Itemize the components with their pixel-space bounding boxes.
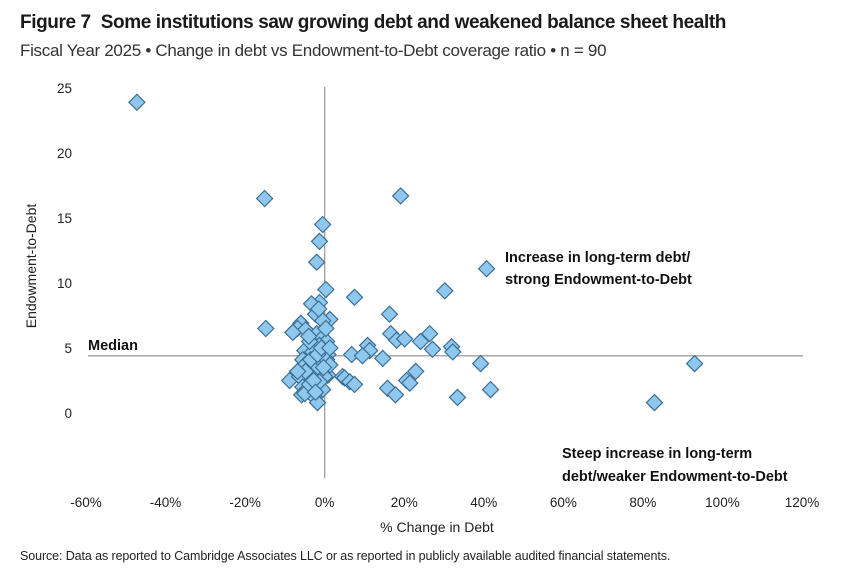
- data-point: [314, 358, 333, 377]
- x-tick-label: 120%: [785, 495, 820, 510]
- data-point: [411, 332, 430, 351]
- data-point: [400, 374, 419, 392]
- x-tick-label: -60%: [70, 495, 102, 510]
- y-axis-label: Endowment-to-Debt: [23, 204, 39, 329]
- data-point: [317, 280, 335, 299]
- data-point: [380, 305, 399, 324]
- data-point: [342, 345, 361, 364]
- data-point: [128, 93, 146, 112]
- data-point: [685, 354, 704, 373]
- x-tick-label: 20%: [391, 495, 418, 510]
- x-tick-label: 80%: [629, 495, 656, 510]
- data-points: [128, 93, 704, 412]
- data-point: [406, 362, 425, 381]
- data-point: [477, 259, 496, 278]
- data-point: [435, 281, 454, 300]
- data-point: [391, 187, 410, 205]
- data-point: [386, 385, 405, 404]
- x-axis-ticks: -60% -40% -20% 0% 20% 40% 60% 80% 100% 120%: [70, 495, 819, 510]
- y-tick-label: 25: [57, 81, 72, 96]
- data-point: [256, 319, 275, 338]
- x-tick-label: -40%: [150, 495, 182, 510]
- data-point: [448, 388, 467, 407]
- x-axis-label: % Change in Debt: [380, 519, 494, 535]
- data-point: [288, 362, 307, 381]
- y-tick-label: 0: [64, 406, 72, 421]
- data-point: [345, 288, 364, 307]
- data-point: [353, 346, 372, 365]
- data-point: [310, 232, 329, 251]
- figure-title-text: Some institutions saw growing debt and w…: [100, 12, 727, 33]
- x-tick-label: 40%: [470, 495, 497, 510]
- x-tick-label: 60%: [550, 495, 577, 510]
- annotation-strong-line-2: strong Endowment-to-Debt: [505, 272, 692, 288]
- data-point: [443, 343, 462, 361]
- data-point: [309, 300, 328, 318]
- data-point: [420, 324, 439, 343]
- x-tick-label: 100%: [705, 495, 740, 510]
- data-point: [481, 380, 500, 399]
- y-axis-ticks: 0 5 10 15 20 25: [57, 81, 72, 421]
- data-point: [306, 383, 325, 402]
- annotation-weak-line-2: debt/weaker Endowment-to-Debt: [562, 469, 788, 485]
- y-tick-label: 5: [64, 341, 72, 356]
- reference-lines: [88, 87, 803, 478]
- y-tick-label: 15: [57, 211, 72, 226]
- data-point: [423, 340, 442, 359]
- data-point: [313, 215, 332, 234]
- annotation-weak-line-1: Steep increase in long-term: [562, 446, 752, 462]
- figure-title: Figure 7 Some institutions saw growing de…: [20, 12, 726, 34]
- median-label: Median: [88, 338, 138, 354]
- data-point: [317, 319, 335, 338]
- x-tick-label: 0%: [315, 495, 335, 510]
- data-point: [299, 327, 318, 346]
- scatter-chart: 0 5 10 15 20 25 -60% -40% -20% 0% 20% 40% 60% 80% 100…: [23, 81, 819, 535]
- data-point: [395, 330, 414, 348]
- data-point: [283, 323, 302, 342]
- data-point: [320, 339, 339, 357]
- data-point: [255, 189, 274, 208]
- data-point: [373, 349, 392, 368]
- data-point: [471, 354, 490, 373]
- figure-subtitle: Fiscal Year 2025 • Change in debt vs End…: [20, 41, 607, 60]
- data-point: [345, 375, 364, 394]
- source-note: Source: Data as reported to Cambridge As…: [20, 549, 671, 563]
- figure-label: Figure 7: [20, 12, 91, 33]
- x-tick-label: -20%: [229, 495, 261, 510]
- data-point: [645, 393, 664, 412]
- y-tick-label: 10: [57, 276, 72, 291]
- data-point: [307, 253, 326, 272]
- annotation-strong-line-1: Increase in long-term debt/: [505, 250, 690, 266]
- y-tick-label: 20: [57, 146, 72, 161]
